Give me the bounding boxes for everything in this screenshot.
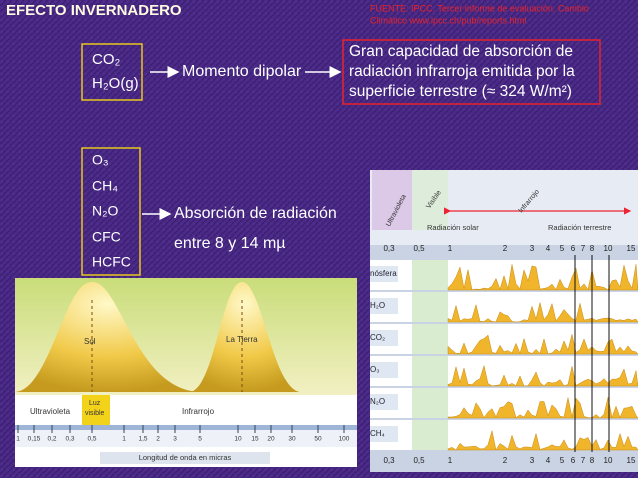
radiation-label: Radiación solar (427, 223, 479, 232)
tick-label: 30 (288, 436, 296, 443)
tick-label: 3 (173, 436, 177, 443)
band-label: Ultravioleta (30, 407, 71, 416)
row-label: CO₂ (370, 333, 385, 342)
tick-label: 50 (314, 436, 322, 443)
row-label: nósfera (370, 269, 397, 278)
axis-label: Longitud de onda en micras (139, 453, 232, 462)
row (370, 324, 638, 354)
gas: CFC (92, 229, 121, 245)
peak-label: La Tierra (226, 335, 258, 344)
tick-label: 7 (581, 456, 586, 465)
visible-band (412, 356, 448, 386)
gas: HCFC (92, 254, 131, 270)
absorption (447, 334, 638, 355)
row-label-bg (370, 362, 398, 378)
tick-label: 0,3 (383, 456, 395, 465)
tick-label: 10 (604, 456, 613, 465)
row-label: H₂O (370, 301, 385, 310)
title: EFECTO INVERNADERO (6, 2, 182, 19)
tick-label: 100 (339, 436, 350, 443)
tick-label: 7 (581, 244, 586, 253)
band-label: visible (85, 410, 105, 417)
tick-label: 5 (560, 456, 565, 465)
tick-label: 0,5 (413, 456, 425, 465)
source: FUENTE: IPCC. Tercer informe de evaluaci… (370, 3, 589, 13)
visible-band (412, 292, 448, 322)
tick-label: 15 (251, 436, 259, 443)
row-label-bg (370, 266, 398, 282)
effect: Absorción de radiación (174, 205, 337, 222)
gas-box (81, 43, 143, 101)
gas-box (81, 147, 141, 276)
gas: N₂O (92, 203, 119, 219)
tick-label: 15 (627, 244, 636, 253)
tick-label: 10 (234, 436, 242, 443)
row-label-bg (370, 298, 398, 314)
radiation-label: Radiación terrestre (548, 223, 611, 232)
description-box (342, 39, 601, 105)
visible-band (412, 388, 448, 418)
row-label-bg (370, 330, 398, 346)
tick-label: 0,5 (413, 244, 425, 253)
row-label-bg (370, 426, 398, 442)
tick-label: 1 (122, 436, 126, 443)
tick-label: 0,5 (87, 436, 96, 443)
tick-label: 4 (546, 456, 551, 465)
tick-label: 0,3 (383, 244, 395, 253)
description: Gran capacidad de absorción de (349, 43, 573, 60)
visible-band (412, 260, 448, 290)
visible-band (412, 324, 448, 354)
row-label: N₂O (370, 397, 385, 406)
absorption (447, 364, 638, 387)
absorption (447, 302, 638, 323)
description: superficie terrestre (≈ 324 W/m²) (349, 83, 572, 100)
row-label: CH₄ (370, 429, 385, 438)
tick-label: 6 (571, 456, 576, 465)
absorption (447, 397, 638, 419)
tick-label: 20 (267, 436, 275, 443)
tick-label: 4 (546, 244, 551, 253)
band-label: Infrarrojo (182, 407, 215, 416)
tick-label: 2 (503, 456, 508, 465)
absorption (447, 430, 638, 451)
tick-label: 5 (198, 436, 202, 443)
tick-label: 5 (560, 244, 565, 253)
visible-band (412, 420, 448, 450)
tick-label: 3 (530, 244, 535, 253)
effect: entre 8 y 14 mµ (174, 235, 286, 252)
peak-label: Sol (84, 337, 96, 346)
band-label: Luz (89, 400, 101, 407)
tick-label: 0,15 (28, 436, 41, 443)
tick-label: 6 (571, 244, 576, 253)
tick-label: 8 (590, 244, 595, 253)
tick-label: 0,3 (65, 436, 74, 443)
gas: CH₄ (92, 178, 118, 194)
tick-label: 0,2 (47, 436, 56, 443)
tick-label: 2 (156, 436, 160, 443)
tick-label: 15 (627, 456, 636, 465)
tick-label: 1 (16, 436, 20, 443)
tick-label: 1,5 (138, 436, 147, 443)
gas: H₂O(g) (92, 75, 139, 92)
tick-label: 10 (604, 244, 613, 253)
effect: Momento dipolar (182, 63, 302, 80)
gas: O₃ (92, 152, 109, 168)
row-label: O₃ (370, 365, 379, 374)
tick-label: 3 (530, 456, 535, 465)
tick-label: 1 (448, 244, 453, 253)
description: radiación infrarroja emitida por la (349, 63, 575, 80)
figure-left (15, 278, 357, 467)
source: Climático www.ipcc.ch/pub/reports.html (370, 15, 527, 25)
gas: CO₂ (92, 51, 121, 68)
absorption (447, 264, 638, 291)
tick-label: 1 (448, 456, 453, 465)
tick-label: 2 (503, 244, 508, 253)
tick-label: 8 (590, 456, 595, 465)
row-label-bg (370, 394, 398, 410)
